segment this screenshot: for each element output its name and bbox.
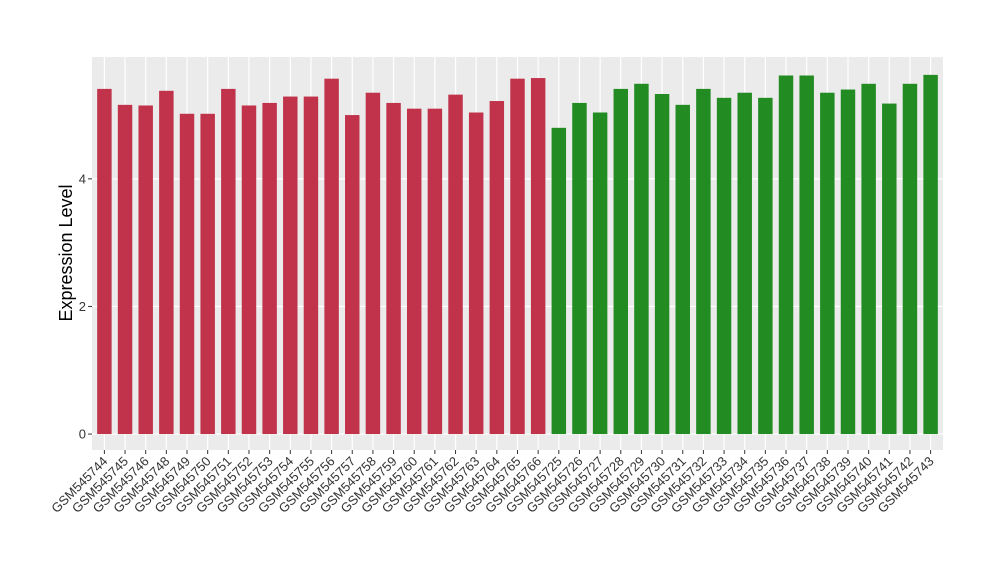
bar xyxy=(634,83,649,435)
bar xyxy=(97,88,112,435)
bar xyxy=(345,115,360,435)
bar xyxy=(221,88,236,435)
bar xyxy=(303,96,319,435)
bar xyxy=(923,74,938,435)
bar xyxy=(572,102,587,435)
bar xyxy=(861,83,876,435)
bar xyxy=(489,101,505,435)
bar xyxy=(902,83,918,435)
bar xyxy=(324,78,339,435)
bar xyxy=(696,88,711,435)
bar xyxy=(592,112,608,435)
bar xyxy=(530,78,546,435)
y-tick-label: 4 xyxy=(79,171,86,186)
bar xyxy=(882,103,897,435)
bar xyxy=(778,75,794,435)
y-tick-label: 2 xyxy=(79,299,86,314)
bar xyxy=(758,97,773,435)
bar xyxy=(406,108,422,435)
bar xyxy=(117,104,133,435)
bar xyxy=(365,92,381,435)
bar xyxy=(159,90,174,435)
bar xyxy=(840,89,856,435)
bar xyxy=(200,113,215,435)
bar xyxy=(448,94,463,435)
y-tick-label: 0 xyxy=(79,427,86,442)
bar xyxy=(283,96,298,435)
bar xyxy=(613,88,629,435)
bar xyxy=(468,112,484,435)
y-axis-title: Expression Level xyxy=(56,184,76,321)
bar xyxy=(138,105,153,435)
bar xyxy=(241,105,257,435)
bar xyxy=(737,92,752,435)
bar xyxy=(551,127,567,435)
bar xyxy=(654,94,670,435)
bar xyxy=(799,75,814,435)
bar xyxy=(510,78,525,435)
bar xyxy=(427,108,443,435)
bar xyxy=(386,102,401,435)
bar xyxy=(675,104,690,435)
bar xyxy=(179,113,195,435)
bar xyxy=(262,102,277,435)
bar xyxy=(820,92,835,435)
bar xyxy=(716,97,732,435)
